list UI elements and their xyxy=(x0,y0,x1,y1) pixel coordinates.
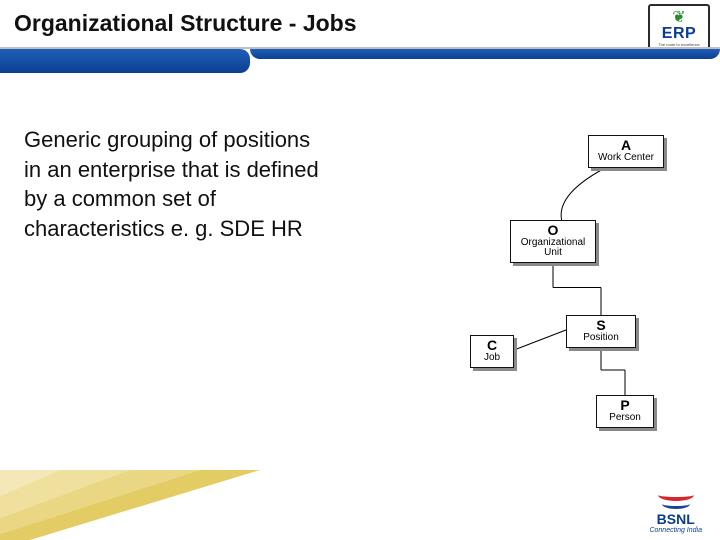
node-label: Work Center xyxy=(595,153,657,163)
erp-logo-text: ERP xyxy=(662,26,696,42)
bsnl-logo: BSNL Connecting India xyxy=(649,489,702,534)
node-s: SPosition xyxy=(566,315,636,348)
node-p: PPerson xyxy=(596,395,654,428)
page-title: Organizational Structure - Jobs xyxy=(14,10,706,37)
node-code: P xyxy=(603,398,647,413)
header-rule xyxy=(0,41,720,81)
header-blue-bar-left xyxy=(0,49,250,73)
bsnl-swoosh-blue xyxy=(662,499,690,509)
footer-stripes xyxy=(0,470,260,540)
node-code: O xyxy=(517,223,589,238)
node-label: Position xyxy=(573,333,629,343)
node-c: CJob xyxy=(470,335,514,368)
body-paragraph: Generic grouping of positions in an ente… xyxy=(24,125,324,244)
leaf-icon: ❦ xyxy=(672,10,685,26)
node-code: C xyxy=(477,338,507,353)
node-a: AWork Center xyxy=(588,135,664,168)
node-code: S xyxy=(573,318,629,333)
bsnl-logo-text: BSNL xyxy=(649,511,702,527)
bsnl-logo-tagline: Connecting India xyxy=(649,527,702,534)
node-label: OrganizationalUnit xyxy=(517,238,589,258)
node-code: A xyxy=(595,138,657,153)
node-o: OOrganizationalUnit xyxy=(510,220,596,263)
slide-header: Organizational Structure - Jobs ❦ ERP Th… xyxy=(0,0,720,41)
header-blue-bar-right xyxy=(250,49,720,59)
node-label: Person xyxy=(603,413,647,423)
node-label: Job xyxy=(477,353,507,363)
org-structure-diagram: AWork Center OOrganizationalUnit SPosition… xyxy=(380,120,700,460)
